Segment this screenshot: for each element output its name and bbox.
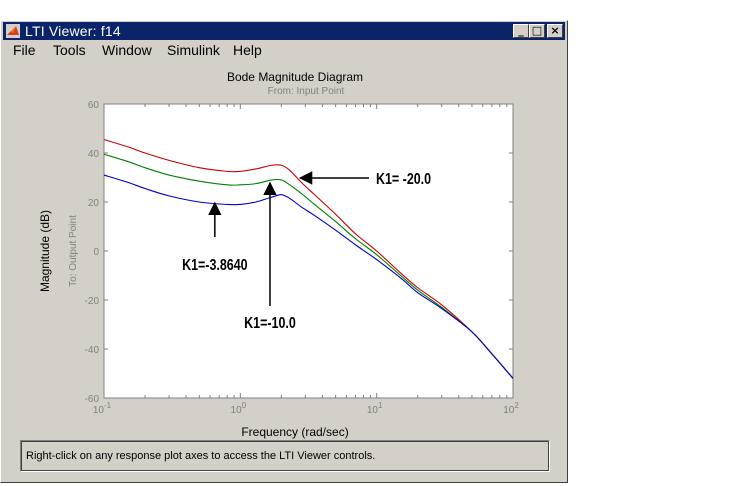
- series-line-2: [103, 174, 514, 379]
- series-line-0: [103, 139, 514, 379]
- y-axis-label: Magnitude (dB): [38, 210, 52, 292]
- annotation-label: K1=-10.0: [244, 315, 296, 333]
- matlab-logo-icon: [6, 24, 20, 38]
- menu-window[interactable]: Window: [102, 42, 152, 58]
- annotation-label: K1=-3.8640: [182, 257, 248, 275]
- x-tick-exponent: 2: [514, 401, 519, 410]
- x-tick-exponent: 1: [378, 401, 383, 410]
- y-tick-label: 40: [88, 149, 100, 160]
- x-tick-label: 102: [503, 401, 519, 416]
- lti-viewer-window: LTI Viewer: f14 _ □ × File Tools Window …: [0, 20, 568, 483]
- y-tick-label: 20: [88, 198, 100, 209]
- annotation-label: K1= -20.0: [376, 171, 431, 189]
- menu-help[interactable]: Help: [233, 42, 262, 58]
- plot-subtitle: From: Input Point: [268, 86, 345, 97]
- plot-title: Bode Magnitude Diagram: [227, 70, 363, 84]
- minimize-button[interactable]: _: [513, 24, 529, 38]
- y-axis-sublabel: To: Output Point: [68, 215, 79, 287]
- y-tick-label: 60: [88, 100, 100, 111]
- x-tick-label: 101: [367, 401, 383, 416]
- y-tick-label: 0: [93, 247, 99, 258]
- maximize-button[interactable]: □: [529, 24, 545, 38]
- y-tick-label: -40: [85, 345, 100, 356]
- series-line-1: [103, 153, 514, 379]
- y-tick-label: -20: [85, 296, 100, 307]
- x-tick-exponent: -1: [104, 401, 112, 410]
- menu-tools[interactable]: Tools: [53, 42, 86, 58]
- status-text: Right-click on any response plot axes to…: [26, 450, 376, 462]
- plot-axes[interactable]: [103, 103, 514, 399]
- window-title: LTI Viewer: f14: [25, 23, 121, 39]
- menu-file[interactable]: File: [13, 42, 36, 58]
- menu-bar: File Tools Window Simulink Help: [3, 41, 565, 61]
- bode-plot[interactable]: Bode Magnitude Diagram From: Input Point…: [1, 21, 567, 441]
- title-bar[interactable]: LTI Viewer: f14 _ □ ×: [3, 22, 565, 40]
- y-tick-label: -60: [85, 394, 100, 405]
- x-axis-label: Frequency (rad/sec): [241, 425, 348, 439]
- x-tick-exponent: 0: [242, 401, 247, 410]
- status-bar: Right-click on any response plot axes to…: [20, 440, 550, 472]
- x-tick-label: 100: [231, 401, 247, 416]
- menu-simulink[interactable]: Simulink: [167, 42, 220, 58]
- close-button[interactable]: ×: [547, 24, 563, 38]
